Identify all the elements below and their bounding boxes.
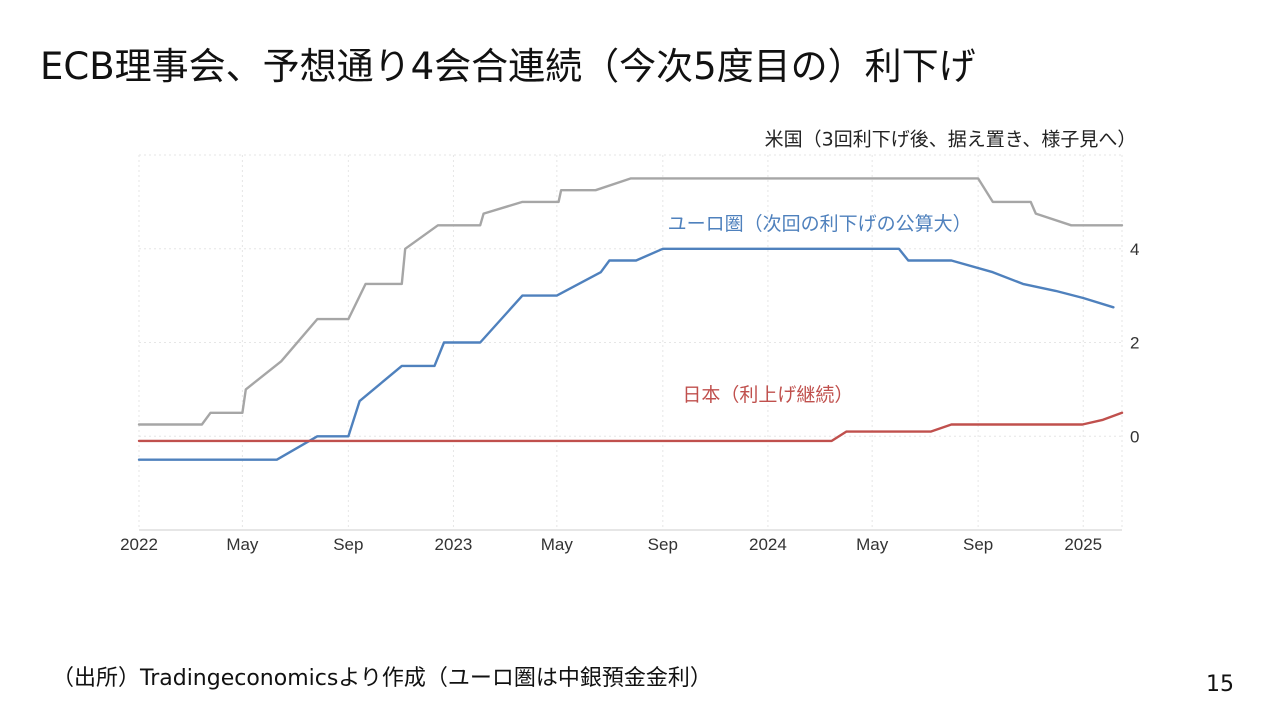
series-line-2 [137,411,1124,443]
y-tick-label: 2 [1130,334,1139,353]
series-label-2: 日本（利上げ継続） [682,384,853,406]
series-label-0: 米国（3回利下げ後、据え置き、様子見へ） [765,129,1137,151]
y-tick-label: 0 [1130,427,1139,446]
x-tick-label: 2023 [435,535,473,554]
x-tick-label: Sep [333,535,363,554]
x-tick-label: 2024 [749,535,787,554]
y-tick-label: 4 [1130,240,1139,259]
page-number: 15 [1206,672,1234,697]
series-labels: 米国（3回利下げ後、据え置き、様子見へ） ユーロ圏（次回の利下げの公算大） 日本（利… [668,129,1137,406]
series-line-0 [137,177,1124,426]
x-tick-label: Sep [963,535,993,554]
series-label-1: ユーロ圏（次回の利下げの公算大） [668,213,972,235]
series-lines [137,177,1124,461]
x-tick-label: May [226,535,259,554]
x-axis: 2022 May Sep 2023 May Sep 2024 May Sep 2025 [120,535,1102,554]
x-tick-label: May [541,535,574,554]
y-axis: 0 2 4 [1130,240,1139,447]
series-line-1 [137,247,1115,461]
source-note: （出所）Tradingeconomicsより作成（ユーロ圏は中銀預金金利） [52,666,712,691]
chart-grid [138,154,1123,531]
x-tick-label: May [856,535,889,554]
x-tick-label: Sep [648,535,678,554]
x-tick-label: 2022 [120,535,158,554]
x-tick-label: 2025 [1064,535,1102,554]
slide-title: ECB理事会、予想通り4会合連続（今次5度目の）利下げ [40,45,976,88]
